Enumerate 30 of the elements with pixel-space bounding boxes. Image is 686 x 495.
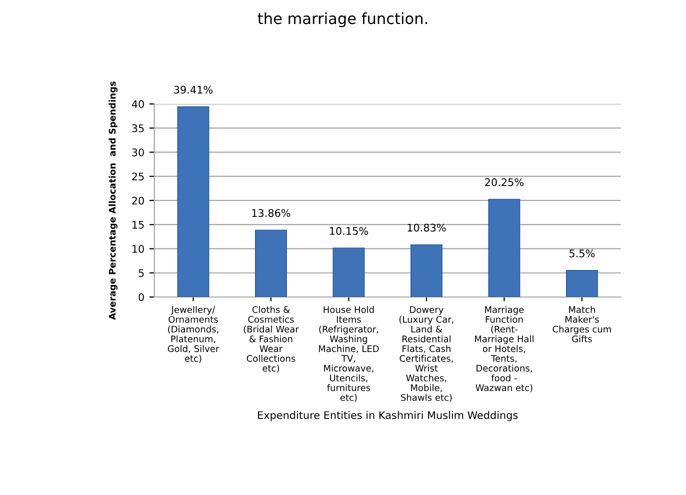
y-tick-label: 0 bbox=[138, 293, 144, 302]
category-label: Marriage Function (Rent- Marriage Hall or Hotels, Tents, Decorations, food - Wazwan etc) bbox=[475, 306, 534, 392]
text: the marriage function. bbox=[258, 12, 427, 28]
y-tick-label: 25 bbox=[132, 172, 144, 180]
data-label: 13.86% bbox=[252, 209, 290, 217]
data-label: 39.41% bbox=[174, 86, 213, 94]
data-label: 20.25% bbox=[485, 178, 524, 186]
y-tick-label: 15 bbox=[132, 220, 144, 229]
data-label: 5.5% bbox=[570, 249, 595, 258]
y-tick-label: 40 bbox=[132, 100, 144, 108]
category-label: House Hold Items (Refrigerator, Washing Machine, LED TV, Microwave, Utencils, furnitures etc) bbox=[318, 306, 379, 402]
bar bbox=[566, 270, 598, 297]
category-label: Dowery (Luxury Car, Land & Residential Flats, Cash Certificates, Wrist Watches, Mobile, Shawls etc) bbox=[399, 306, 454, 402]
bar bbox=[488, 198, 520, 297]
bar bbox=[410, 244, 442, 297]
x-tick-label: Match Maker's Charges cum Gifts bbox=[552, 306, 611, 342]
x-tick-label: Cloths & Cosmetics (Bridal Wear & Fashion Wear Collections etc) bbox=[244, 306, 299, 373]
bar bbox=[177, 106, 210, 297]
data-label: 10.83% bbox=[408, 224, 446, 232]
y-tick-label: 10 bbox=[132, 244, 144, 253]
y-tick-label: 5 bbox=[138, 269, 144, 277]
y-tick-label: 20 bbox=[132, 196, 144, 205]
y-axis-title: Average Percentage Allocation and Spendings bbox=[108, 82, 118, 320]
x-axis-title: Expenditure Entities in Kashmiri Muslim Weddings bbox=[258, 410, 518, 422]
y-tick-label: 35 bbox=[132, 124, 144, 132]
data-label: 10.15% bbox=[330, 227, 368, 235]
bar bbox=[255, 230, 287, 297]
x-tick-label: Jewellery/ Ornaments (Diamonds, Platenum, Gold, Silver etc) bbox=[168, 306, 220, 363]
bar bbox=[332, 248, 365, 297]
y-tick-label: 30 bbox=[132, 148, 144, 156]
